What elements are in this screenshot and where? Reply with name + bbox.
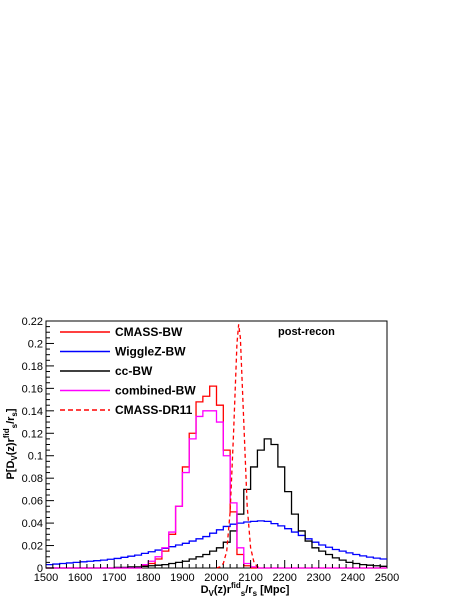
x-label-part: /r	[245, 584, 253, 596]
x-label-part: D	[201, 584, 209, 596]
y-label-sup: fid	[2, 428, 11, 438]
x-tick-label: 1800	[136, 572, 160, 584]
legend-label: CMASS-DR11	[115, 403, 193, 417]
y-tick-label: 0.22	[22, 316, 43, 328]
annotation-post-recon: post-recon	[278, 326, 335, 338]
y-tick-label: 0.02	[22, 541, 43, 553]
series-cc-bw	[46, 438, 387, 569]
x-tick-label: 1700	[102, 572, 126, 584]
y-label-part: P[D	[5, 461, 17, 480]
y-tick-label: 0.2	[28, 338, 43, 350]
y-tick-label: 0.04	[22, 518, 43, 530]
y-tick-label: 0.14	[22, 406, 43, 418]
x-tick-label: 2500	[375, 572, 399, 584]
y-label-sub: V	[10, 455, 19, 461]
series-layer	[46, 324, 387, 569]
x-tick-label: 2100	[238, 572, 262, 584]
x-tick-label: 1500	[34, 572, 58, 584]
y-label-sub: s	[10, 412, 19, 417]
series-cmass-dr11	[216, 324, 262, 569]
y-label-part: (z)r	[5, 437, 17, 455]
x-tick-label: 2200	[272, 572, 296, 584]
x-label-part: (z)r	[214, 584, 232, 596]
axis-ticks: 1500 1600 1700 1800 1900 2000 2100 2200 2300 2400…	[22, 316, 400, 584]
x-axis-label: DV(z)rfids/rs [Mpc]	[201, 581, 290, 598]
legend-label: combined-BW	[115, 384, 196, 398]
x-label-sub: s	[241, 589, 246, 598]
x-tick-label: 2300	[307, 572, 331, 584]
y-label-part: ]	[5, 408, 17, 412]
legend-label: cc-BW	[115, 364, 153, 378]
series-wigglez-bw	[46, 520, 387, 566]
legend-label: WiggleZ-BW	[115, 345, 186, 359]
x-label-sup: fid	[231, 581, 241, 590]
legend: CMASS-BW WiggleZ-BW cc-BW combined-BW CMASS-…	[60, 325, 196, 417]
y-label-part: /r	[5, 416, 17, 424]
y-axis-label: P[DV(z)rfids/rs]	[2, 408, 19, 479]
y-tick-label: 0.1	[28, 451, 43, 463]
legend-label: CMASS-BW	[115, 325, 183, 339]
y-label-sub: s	[10, 423, 19, 428]
y-tick-label: 0.18	[22, 361, 43, 373]
x-label-sub: V	[209, 589, 215, 598]
y-tick-label: 0.16	[22, 383, 43, 395]
x-label-sub: s	[253, 589, 258, 598]
x-tick-label: 2400	[341, 572, 365, 584]
y-tick-label: 0.12	[22, 428, 43, 440]
y-tick-label: 0.08	[22, 473, 43, 485]
x-tick-label: 2000	[204, 572, 228, 584]
x-label-part: [Mpc]	[257, 584, 290, 596]
series-combined-bw	[46, 410, 387, 569]
x-tick-label: 1900	[170, 572, 194, 584]
y-tick-label: 0	[37, 563, 43, 575]
y-tick-label: 0.06	[22, 496, 43, 508]
x-tick-label: 1600	[68, 572, 92, 584]
